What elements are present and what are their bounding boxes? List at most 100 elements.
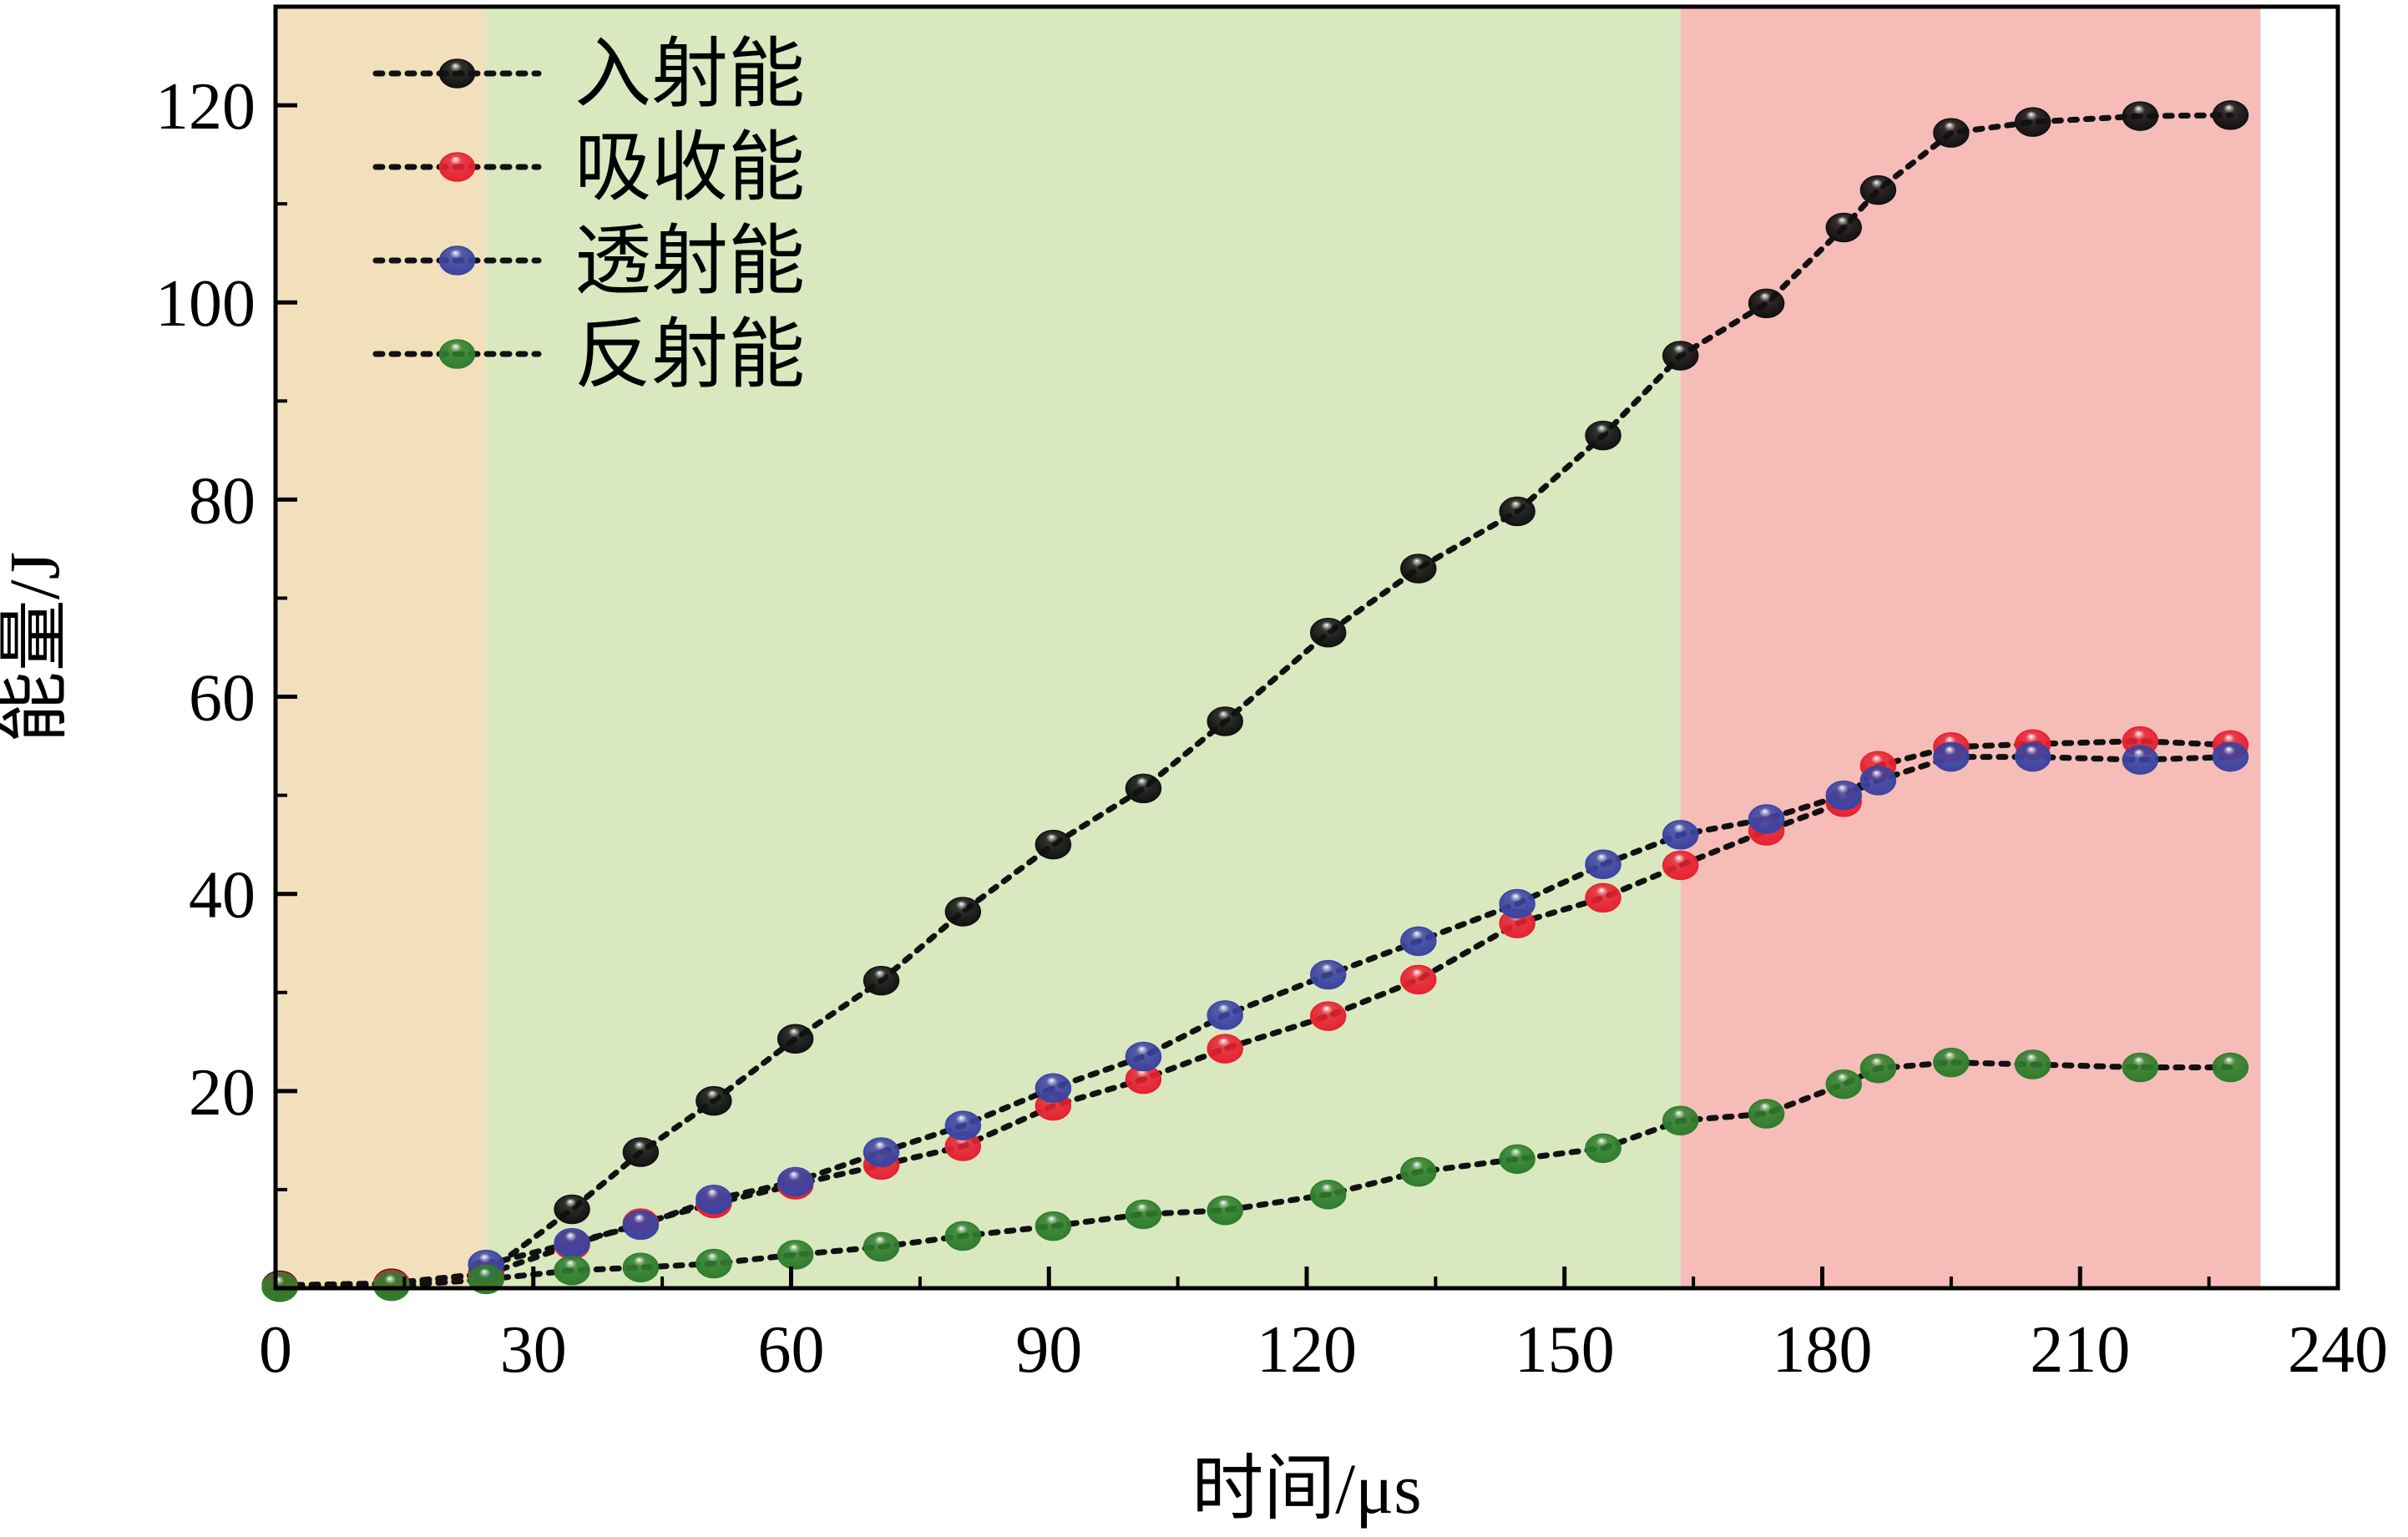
data-point [1035,1073,1072,1104]
data-point [777,1240,814,1270]
series-markers-3 [468,741,2249,1280]
data-point [1400,964,1437,995]
y-tick-label: 80 [189,464,255,538]
data-point [622,1210,660,1241]
legend-marker-3 [438,245,476,276]
data-point [1499,888,1535,919]
data-point [1662,341,1699,371]
data-point [1825,780,1862,811]
legend-label-4: 反射能 [574,312,805,397]
y-tick-label: 120 [155,70,255,144]
data-point [1662,1105,1699,1136]
data-point [2014,107,2051,137]
region-band-3 [1680,7,2261,1288]
data-point [1662,850,1699,881]
data-point [944,1110,982,1140]
series-line-3 [483,754,2233,1268]
data-point [1933,741,1970,772]
data-point [2212,1052,2249,1083]
legend-marker-1 [438,58,476,88]
y-tick-label: 60 [189,662,255,736]
legend-marker-4 [438,339,476,369]
x-tick-label: 240 [2288,1313,2388,1387]
data-point [1309,959,1347,990]
data-point [1859,174,1897,205]
data-point [863,1137,900,1167]
data-point [1748,1099,1785,1129]
legend-label-2: 吸收能 [574,125,805,210]
background-regions [276,7,2261,1288]
data-point [1309,1180,1347,1210]
x-tick-label: 30 [500,1313,567,1387]
data-point [1933,1047,1970,1078]
data-point [1125,773,1162,804]
data-point [1585,849,1621,880]
y-tick-label: 20 [189,1056,255,1130]
data-point [1125,1199,1162,1230]
data-point [1859,1053,1897,1084]
data-point [696,1184,732,1215]
data-point [1207,1195,1243,1226]
data-point [1035,829,1072,860]
data-point [1748,288,1785,319]
data-point [1585,420,1621,451]
data-point [1825,1069,1862,1100]
data-point [2122,745,2159,775]
data-point [1207,1000,1243,1030]
data-point [554,1255,590,1286]
data-point [1400,1156,1437,1187]
data-point [1400,554,1437,584]
data-point [1125,1041,1162,1072]
series-points [261,100,2249,1302]
data-point [1499,496,1535,527]
legend-label-3: 透射能 [574,219,805,304]
region-band-2 [486,7,1681,1288]
data-point [2212,100,2249,130]
data-point [1309,1001,1347,1031]
data-point [1035,1211,1072,1241]
data-point [554,1227,590,1258]
x-tick-label: 60 [758,1313,825,1387]
data-point [1207,706,1243,736]
data-point [863,965,900,996]
legend-marker-2 [438,152,476,182]
x-tick-label: 150 [1515,1313,1615,1387]
data-point [1585,1133,1621,1164]
data-point [1309,618,1347,648]
data-point [1825,212,1862,243]
data-point [696,1248,732,1279]
x-tick-label: 120 [1257,1313,1357,1387]
data-point [1585,882,1621,913]
data-point [2212,741,2249,772]
y-tick-label: 40 [189,859,255,933]
region-band-1 [276,7,487,1288]
data-point [1499,1144,1535,1175]
data-point [944,897,982,927]
data-point [1662,820,1699,850]
data-point [622,1137,660,1167]
data-point [777,1024,814,1054]
data-point [696,1085,732,1116]
data-point [1207,1034,1243,1064]
x-tick-label: 90 [1015,1313,1082,1387]
data-point [2122,1052,2159,1083]
data-point [1748,804,1785,834]
legend-label-1: 入射能 [574,32,805,117]
x-axis-title: 时间/μs [1191,1449,1421,1529]
data-point [2122,101,2159,131]
axes: 0 30 60 90 120 150 180 210 240 20 40 60 80 100 120 [155,70,2388,1387]
data-point [777,1166,814,1197]
data-point [1400,926,1437,957]
data-point [2014,741,2051,772]
data-point [554,1194,590,1225]
data-point [2014,1049,2051,1079]
data-point [622,1252,660,1282]
data-point [863,1231,900,1262]
x-tick-label: 210 [2030,1313,2130,1387]
data-point [944,1221,982,1251]
y-tick-label: 100 [155,267,255,341]
x-tick-label: 180 [1773,1313,1873,1387]
